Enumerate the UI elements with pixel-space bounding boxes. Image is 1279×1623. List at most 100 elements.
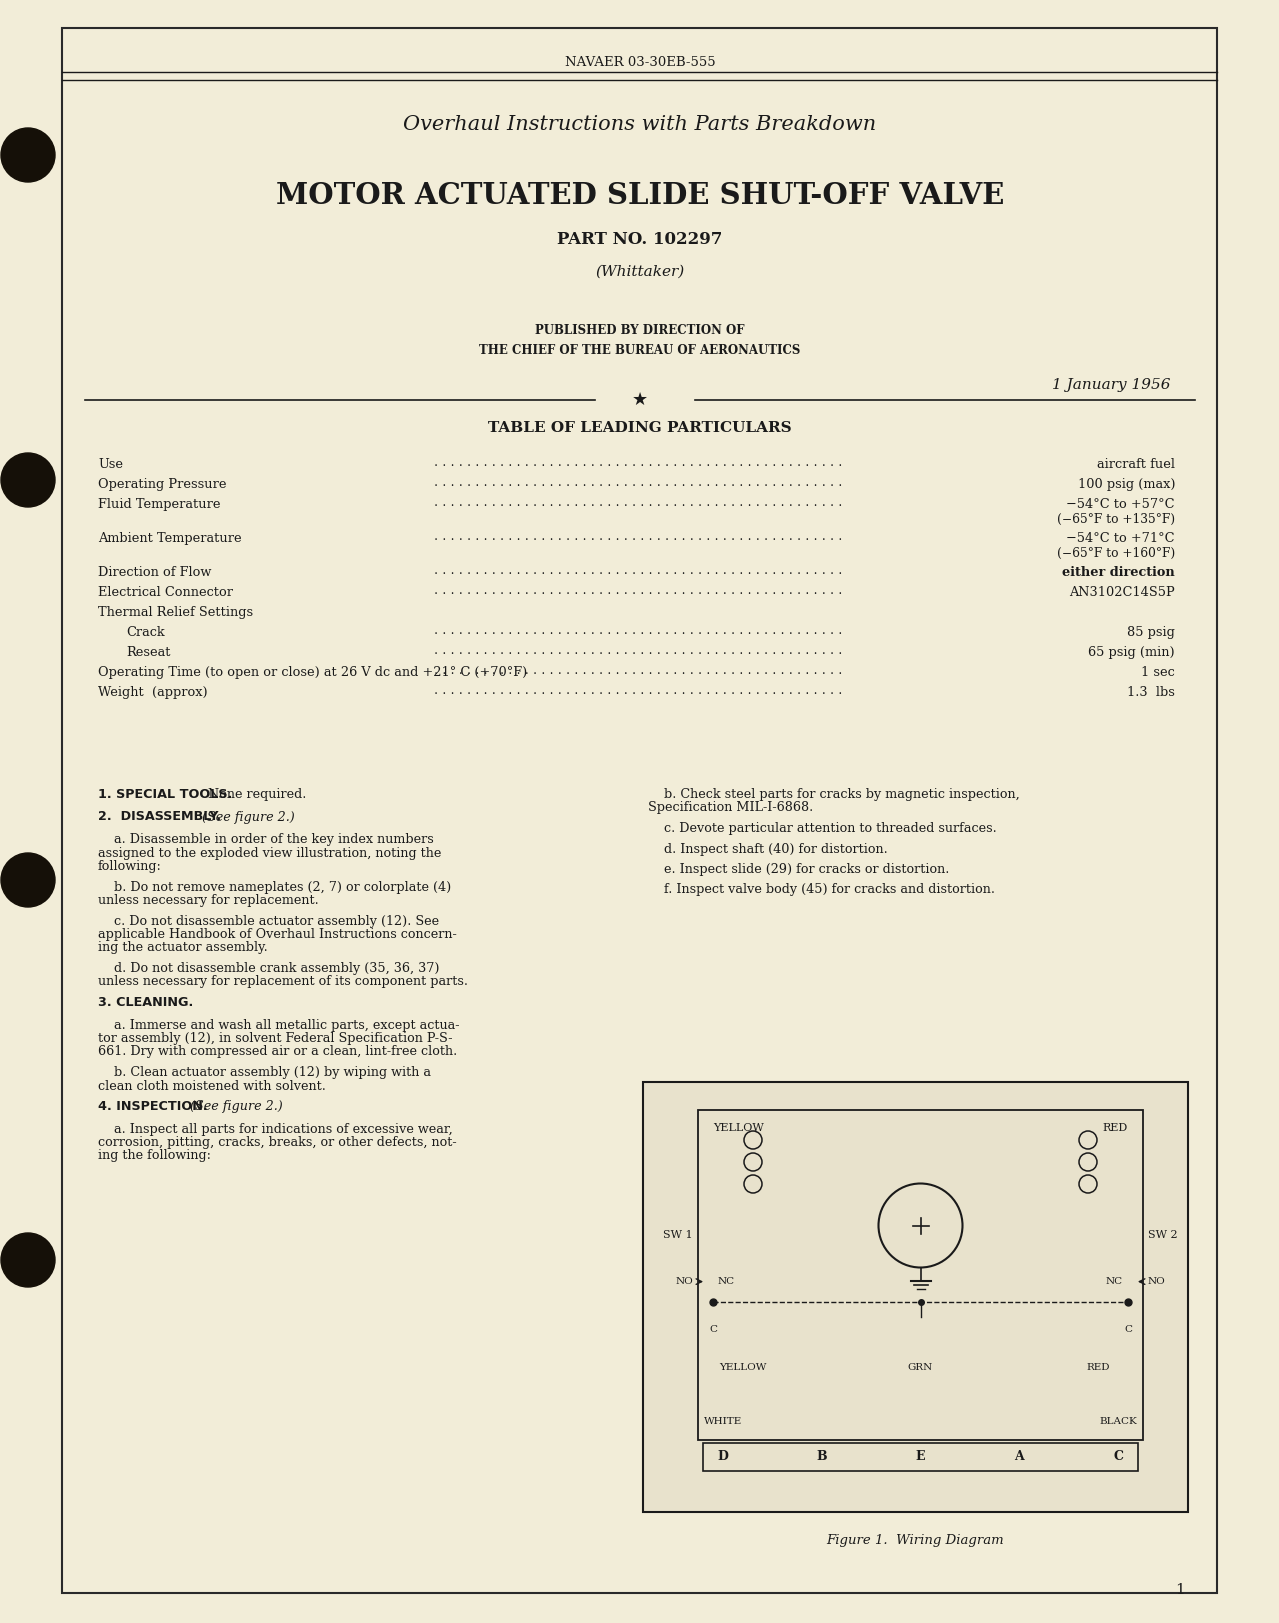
Text: 1. SPECIAL TOOLS.: 1. SPECIAL TOOLS. [98, 789, 233, 802]
Text: None required.: None required. [200, 789, 307, 802]
Text: following:: following: [98, 860, 162, 873]
Circle shape [1, 453, 55, 506]
Text: (See figure 2.): (See figure 2.) [182, 1100, 283, 1113]
Text: A: A [1014, 1451, 1024, 1464]
Text: Crack: Crack [127, 626, 165, 639]
Text: Reseat: Reseat [127, 646, 170, 659]
Text: GRN: GRN [908, 1363, 934, 1371]
Text: Thermal Relief Settings: Thermal Relief Settings [98, 605, 253, 618]
Text: 1 sec: 1 sec [1141, 665, 1175, 678]
Text: Ambient Temperature: Ambient Temperature [98, 532, 242, 545]
Text: SW 1: SW 1 [664, 1230, 693, 1240]
Text: Operating Time (to open or close) at 26 V dc and +21° C (+70°F): Operating Time (to open or close) at 26 … [98, 665, 527, 678]
Text: Operating Pressure: Operating Pressure [98, 479, 226, 492]
Text: (−65°F to +160°F): (−65°F to +160°F) [1056, 547, 1175, 560]
Text: 661. Dry with compressed air or a clean, lint-free cloth.: 661. Dry with compressed air or a clean,… [98, 1045, 458, 1058]
Text: d. Inspect shaft (40) for distortion.: d. Inspect shaft (40) for distortion. [648, 842, 888, 855]
Text: MOTOR ACTUATED SLIDE SHUT-OFF VALVE: MOTOR ACTUATED SLIDE SHUT-OFF VALVE [276, 180, 1004, 209]
Text: corrosion, pitting, cracks, breaks, or other defects, not-: corrosion, pitting, cracks, breaks, or o… [98, 1136, 457, 1149]
Text: 85 psig: 85 psig [1127, 626, 1175, 639]
Text: 100 psig (max): 100 psig (max) [1077, 479, 1175, 492]
Text: (−65°F to +135°F): (−65°F to +135°F) [1056, 513, 1175, 526]
Text: (See figure 2.): (See figure 2.) [194, 810, 294, 823]
Text: −54°C to +57°C: −54°C to +57°C [1067, 498, 1175, 511]
Text: b. Check steel parts for cracks by magnetic inspection,: b. Check steel parts for cracks by magne… [648, 789, 1019, 802]
Text: E: E [916, 1451, 925, 1464]
Circle shape [1, 1233, 55, 1287]
Text: 2.  DISASSEMBLY.: 2. DISASSEMBLY. [98, 810, 221, 823]
FancyBboxPatch shape [643, 1083, 1188, 1513]
Text: SW 2: SW 2 [1149, 1230, 1178, 1240]
Text: unless necessary for replacement.: unless necessary for replacement. [98, 894, 318, 907]
Text: C: C [1124, 1324, 1132, 1334]
Text: BLACK: BLACK [1099, 1417, 1137, 1427]
Text: c. Devote particular attention to threaded surfaces.: c. Devote particular attention to thread… [648, 821, 996, 834]
Text: Overhaul Instructions with Parts Breakdown: Overhaul Instructions with Parts Breakdo… [403, 115, 876, 135]
Text: Direction of Flow: Direction of Flow [98, 566, 211, 579]
Text: unless necessary for replacement of its component parts.: unless necessary for replacement of its … [98, 975, 468, 988]
Text: Electrical Connector: Electrical Connector [98, 586, 233, 599]
Text: aircraft fuel: aircraft fuel [1097, 458, 1175, 471]
Text: Use: Use [98, 458, 123, 471]
Text: . . . . . . . . . . . . . . . . . . . . . . . . . . . . . . . . . . . . . . . . : . . . . . . . . . . . . . . . . . . . . … [434, 584, 847, 597]
Text: 65 psig (min): 65 psig (min) [1088, 646, 1175, 659]
Text: Weight  (approx): Weight (approx) [98, 687, 207, 700]
Text: . . . . . . . . . . . . . . . . . . . . . . . . . . . . . . . . . . . . . . . . : . . . . . . . . . . . . . . . . . . . . … [434, 456, 847, 469]
Circle shape [1, 854, 55, 907]
Text: RED: RED [1102, 1123, 1128, 1133]
Text: c. Do not disassemble actuator assembly (12). See: c. Do not disassemble actuator assembly … [98, 914, 439, 927]
Text: 4. INSPECTION.: 4. INSPECTION. [98, 1100, 207, 1113]
Text: 1.3  lbs: 1.3 lbs [1127, 687, 1175, 700]
Text: Fluid Temperature: Fluid Temperature [98, 498, 220, 511]
Text: TABLE OF LEADING PARTICULARS: TABLE OF LEADING PARTICULARS [489, 420, 792, 435]
Text: NC: NC [718, 1277, 735, 1285]
Text: d. Do not disassemble crank assembly (35, 36, 37): d. Do not disassemble crank assembly (35… [98, 962, 440, 975]
Text: tor assembly (12), in solvent Federal Specification P-S-: tor assembly (12), in solvent Federal Sp… [98, 1032, 453, 1045]
Text: 1: 1 [1175, 1582, 1186, 1597]
Circle shape [1, 128, 55, 182]
Text: NAVAER 03-30EB-555: NAVAER 03-30EB-555 [565, 55, 715, 68]
Text: YELLOW: YELLOW [719, 1363, 766, 1371]
Text: D: D [718, 1451, 729, 1464]
Text: assigned to the exploded view illustration, noting the: assigned to the exploded view illustrati… [98, 847, 441, 860]
Text: −54°C to +71°C: −54°C to +71°C [1067, 532, 1175, 545]
Text: Specification MIL-I-6868.: Specification MIL-I-6868. [648, 802, 813, 815]
Text: PUBLISHED BY DIRECTION OF: PUBLISHED BY DIRECTION OF [535, 323, 744, 336]
Text: ing the following:: ing the following: [98, 1149, 211, 1162]
Text: . . . . . . . . . . . . . . . . . . . . . . . . . . . . . . . . . . . . . . . . : . . . . . . . . . . . . . . . . . . . . … [434, 664, 847, 677]
Text: a. Disassemble in order of the key index numbers: a. Disassemble in order of the key index… [98, 833, 434, 846]
Text: YELLOW: YELLOW [712, 1123, 764, 1133]
Text: AN3102C14S5P: AN3102C14S5P [1069, 586, 1175, 599]
Text: . . . . . . . . . . . . . . . . . . . . . . . . . . . . . . . . . . . . . . . . : . . . . . . . . . . . . . . . . . . . . … [434, 477, 847, 490]
Text: (Whittaker): (Whittaker) [596, 265, 684, 279]
Text: . . . . . . . . . . . . . . . . . . . . . . . . . . . . . . . . . . . . . . . . : . . . . . . . . . . . . . . . . . . . . … [434, 685, 847, 698]
Text: e. Inspect slide (29) for cracks or distortion.: e. Inspect slide (29) for cracks or dist… [648, 863, 949, 876]
Text: B: B [816, 1451, 828, 1464]
Text: RED: RED [1086, 1363, 1110, 1371]
Text: a. Inspect all parts for indications of excessive wear,: a. Inspect all parts for indications of … [98, 1123, 453, 1136]
Text: 3. CLEANING.: 3. CLEANING. [98, 997, 193, 1010]
Text: NO: NO [1149, 1277, 1165, 1285]
Text: 1 January 1956: 1 January 1956 [1051, 378, 1170, 393]
Text: C: C [709, 1324, 718, 1334]
Text: b. Clean actuator assembly (12) by wiping with a: b. Clean actuator assembly (12) by wipin… [98, 1066, 431, 1079]
Text: NO: NO [675, 1277, 693, 1285]
Text: a. Immerse and wash all metallic parts, except actua-: a. Immerse and wash all metallic parts, … [98, 1019, 459, 1032]
Text: ing the actuator assembly.: ing the actuator assembly. [98, 941, 267, 954]
Text: THE CHIEF OF THE BUREAU OF AERONAUTICS: THE CHIEF OF THE BUREAU OF AERONAUTICS [480, 344, 801, 357]
Text: b. Do not remove nameplates (2, 7) or colorplate (4): b. Do not remove nameplates (2, 7) or co… [98, 881, 451, 894]
Text: WHITE: WHITE [703, 1417, 742, 1427]
Text: NC: NC [1106, 1277, 1123, 1285]
FancyBboxPatch shape [61, 28, 1218, 1594]
Text: . . . . . . . . . . . . . . . . . . . . . . . . . . . . . . . . . . . . . . . . : . . . . . . . . . . . . . . . . . . . . … [434, 531, 847, 544]
Text: either direction: either direction [1063, 566, 1175, 579]
Text: C: C [1113, 1451, 1123, 1464]
Text: . . . . . . . . . . . . . . . . . . . . . . . . . . . . . . . . . . . . . . . . : . . . . . . . . . . . . . . . . . . . . … [434, 565, 847, 578]
Text: clean cloth moistened with solvent.: clean cloth moistened with solvent. [98, 1079, 326, 1092]
Text: . . . . . . . . . . . . . . . . . . . . . . . . . . . . . . . . . . . . . . . . : . . . . . . . . . . . . . . . . . . . . … [434, 497, 847, 510]
Text: ★: ★ [632, 391, 648, 409]
Text: f. Inspect valve body (45) for cracks and distortion.: f. Inspect valve body (45) for cracks an… [648, 883, 995, 896]
Text: . . . . . . . . . . . . . . . . . . . . . . . . . . . . . . . . . . . . . . . . : . . . . . . . . . . . . . . . . . . . . … [434, 625, 847, 638]
Text: . . . . . . . . . . . . . . . . . . . . . . . . . . . . . . . . . . . . . . . . : . . . . . . . . . . . . . . . . . . . . … [434, 644, 847, 657]
Text: applicable Handbook of Overhaul Instructions concern-: applicable Handbook of Overhaul Instruct… [98, 928, 457, 941]
